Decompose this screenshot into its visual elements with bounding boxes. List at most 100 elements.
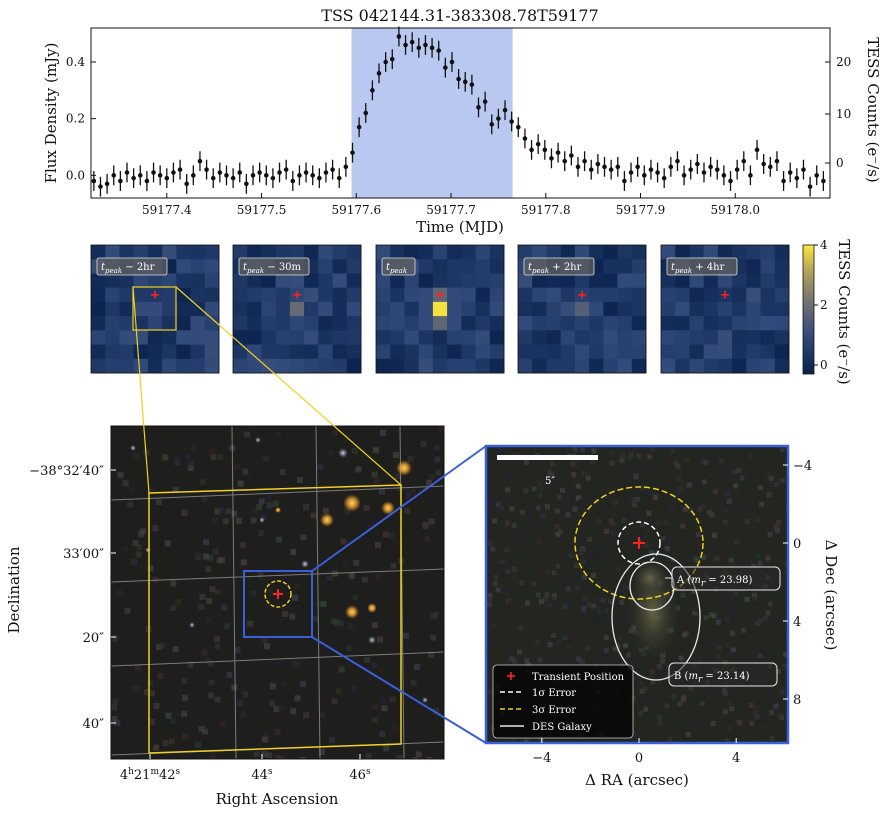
annotation-a-box — [671, 566, 781, 591]
data-point — [655, 162, 660, 183]
zoom-x-tick-label: −4 — [532, 751, 551, 766]
data-point — [462, 71, 468, 92]
scalebar — [497, 455, 598, 460]
y-right-axis-label: TESS Counts (e⁻/s) — [864, 37, 880, 183]
ra-tick-label: 4h21m42s — [120, 767, 181, 783]
data-point — [91, 171, 97, 191]
data-point — [191, 165, 196, 186]
data-point — [734, 159, 740, 180]
x-tick-label: 59177.6 — [331, 203, 381, 217]
zoom-image-panel: 5″ A (mr = 23.98) B (mr = 23.14) Transie… — [484, 444, 840, 789]
data-point — [821, 171, 826, 191]
x-tick-label: 59177.9 — [616, 203, 666, 217]
legend-transient: Transient Position — [532, 672, 625, 683]
light-curve-frame — [90, 27, 831, 199]
data-point — [204, 159, 209, 180]
data-point — [728, 171, 733, 191]
zoom-x-tick-label: 0 — [635, 751, 643, 766]
data-point — [263, 165, 269, 186]
colorbar-tick-label: 2 — [820, 298, 828, 312]
data-point — [370, 80, 375, 101]
legend-3sigma: 3σ Error — [532, 705, 576, 716]
x-tick-label: 59177.4 — [142, 203, 192, 217]
data-point — [535, 134, 541, 155]
data-point — [290, 171, 296, 191]
data-point — [217, 162, 223, 183]
light-curve-panel: 59177.4 59177.5 59177.6 59177.7 59177.8 59177… — [42, 6, 880, 236]
data-point — [602, 156, 607, 177]
data-point — [210, 168, 216, 189]
data-point — [542, 139, 548, 160]
data-point — [628, 162, 634, 183]
three-sigma-error — [574, 486, 704, 600]
dec-tick-label: 20″ — [83, 631, 105, 646]
dec-tick-label: 40″ — [83, 717, 105, 732]
data-point — [137, 165, 143, 186]
one-sigma-error — [617, 521, 661, 565]
data-point — [436, 40, 442, 61]
x-axis-ticks: 59177.4 59177.5 59177.6 59177.7 59177.8 59177… — [142, 193, 760, 217]
data-point — [496, 108, 501, 129]
des-galaxy-b — [611, 553, 701, 681]
sky-error-circle — [264, 580, 292, 608]
data-point — [449, 52, 455, 72]
data-point — [237, 162, 243, 183]
ra-tick-label: 44s — [251, 767, 273, 783]
data-point — [754, 139, 760, 160]
data-point — [456, 69, 461, 89]
y-right-tick-label: 20 — [836, 55, 851, 69]
cutout-transient-marker — [578, 290, 586, 299]
annotation-b-box — [668, 662, 778, 687]
x-tick-label: 59177.5 — [237, 203, 287, 217]
data-point — [184, 173, 189, 194]
data-point — [675, 151, 680, 172]
zoom-y-tick-label: 8 — [793, 693, 801, 708]
data-point — [330, 159, 335, 180]
zoom-y-tick-label: 4 — [793, 615, 801, 630]
data-point — [688, 159, 694, 180]
data-point — [303, 162, 309, 183]
colorbar-gradient — [802, 244, 815, 375]
zoom-galaxy-glow — [627, 560, 679, 660]
data-point — [761, 154, 766, 174]
data-point — [635, 156, 640, 177]
colorbar-tick-label: 0 — [820, 358, 828, 372]
sky-galaxies — [130, 437, 428, 703]
data-point — [555, 142, 561, 163]
data-point — [575, 156, 581, 177]
data-point — [250, 165, 256, 186]
data-point — [482, 91, 488, 112]
data-point — [814, 165, 820, 186]
data-point — [681, 165, 687, 186]
data-point — [343, 156, 349, 177]
data-point — [230, 168, 236, 189]
annotation-b: B (mr = 23.14) — [674, 671, 750, 685]
sky-frame — [110, 425, 445, 760]
cutout-panel: tpeak — [375, 244, 505, 374]
data-point — [277, 162, 282, 183]
data-point — [522, 128, 528, 149]
y-tick-label: 0.2 — [66, 112, 85, 126]
y-tick-label: 0.0 — [66, 168, 85, 182]
colorbar-label: TESS Counts (e⁻/s) — [835, 239, 853, 385]
zoom-noise — [486, 446, 788, 743]
data-point — [396, 26, 402, 47]
data-point — [615, 156, 621, 177]
zoom-y-axis-label: Δ Dec (arcsec) — [822, 540, 840, 651]
data-point — [701, 162, 707, 183]
data-point — [317, 168, 322, 189]
cutout-label: tpeak — [386, 262, 407, 275]
data-point — [642, 165, 647, 186]
zoom-frame — [484, 444, 790, 745]
data-point — [118, 171, 123, 191]
data-point — [515, 117, 521, 138]
data-point — [429, 37, 435, 58]
data-point — [111, 165, 117, 186]
data-point — [283, 159, 289, 180]
data-point — [648, 159, 654, 180]
data-point — [502, 100, 508, 121]
legend-cross-icon — [507, 672, 515, 680]
data-point — [350, 142, 355, 163]
data-point — [197, 151, 203, 172]
sky-transient-marker — [273, 589, 283, 599]
